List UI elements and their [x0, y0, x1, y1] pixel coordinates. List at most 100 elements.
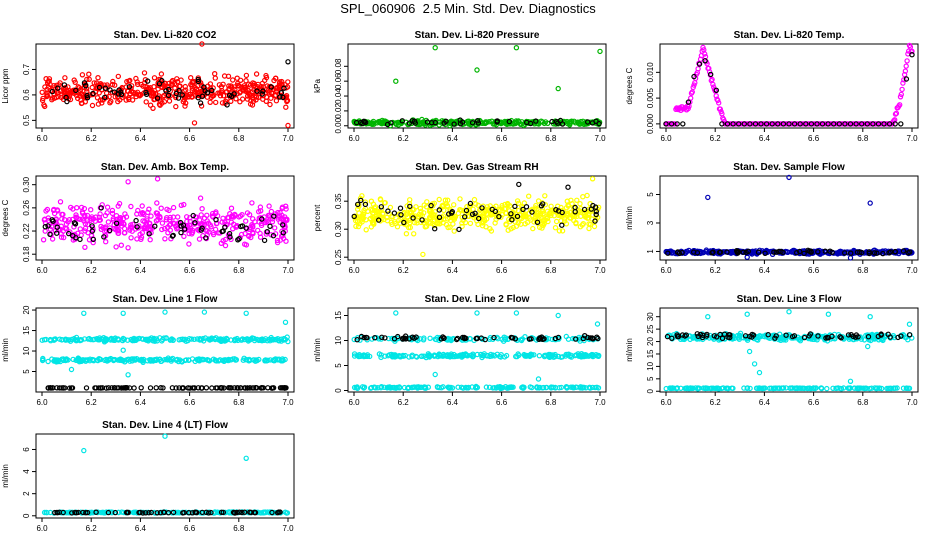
data-point — [129, 97, 136, 103]
data-point — [242, 85, 248, 91]
data-point — [81, 80, 88, 86]
data-point — [393, 310, 399, 316]
data-point — [193, 509, 199, 516]
data-point — [803, 121, 809, 127]
data-point — [152, 223, 158, 229]
y-axis-label: ml/min — [1, 338, 10, 362]
data-point — [763, 121, 770, 127]
data-point — [42, 228, 48, 234]
data-point — [78, 204, 85, 211]
data-point — [825, 121, 831, 127]
data-point — [120, 310, 126, 316]
data-point — [278, 89, 285, 96]
data-point — [209, 87, 215, 94]
data-point — [102, 224, 109, 230]
data-point — [378, 204, 385, 210]
data-point — [274, 237, 281, 244]
data-point — [160, 93, 166, 100]
data-point — [384, 385, 390, 391]
data-point — [450, 221, 456, 227]
data-point — [259, 91, 265, 97]
data-point — [741, 121, 748, 127]
data-point — [559, 209, 565, 216]
x-tick-label: 6.6 — [496, 398, 508, 407]
data-point — [595, 204, 602, 211]
data-point — [220, 92, 227, 99]
data-point — [856, 385, 863, 391]
data-point — [418, 120, 424, 127]
data-point — [199, 356, 206, 363]
data-point — [243, 242, 250, 248]
y-tick-label: 10 — [22, 346, 31, 355]
data-point — [695, 66, 701, 72]
data-point — [125, 179, 131, 185]
data-point — [428, 202, 434, 209]
data-point — [902, 68, 909, 74]
data-point — [457, 196, 463, 202]
data-point — [212, 75, 218, 81]
data-point — [531, 352, 537, 358]
data-point — [411, 118, 418, 124]
data-point — [878, 332, 884, 338]
data-point — [95, 75, 101, 81]
data-point — [793, 249, 800, 256]
data-point — [871, 250, 878, 256]
data-point — [725, 334, 731, 340]
data-point — [810, 336, 816, 343]
data-point — [165, 86, 172, 93]
data-point — [559, 121, 566, 127]
data-point — [431, 225, 438, 232]
data-point — [81, 310, 87, 316]
data-point — [90, 90, 96, 97]
series-group — [39, 309, 291, 391]
chart-title: Stan. Dev. Line 2 Flow — [425, 294, 530, 305]
data-point — [562, 353, 569, 359]
data-point — [106, 227, 113, 234]
data-point — [158, 358, 165, 364]
data-point — [866, 250, 872, 257]
data-point — [197, 100, 204, 106]
data-point — [232, 336, 238, 343]
data-point — [72, 79, 78, 86]
data-point — [836, 121, 842, 127]
data-point — [372, 204, 379, 210]
x-tick-label: 6.6 — [496, 266, 508, 275]
data-point — [724, 249, 730, 255]
data-point — [516, 181, 522, 188]
data-point — [700, 249, 707, 256]
data-point — [128, 203, 134, 210]
data-point — [451, 121, 457, 127]
data-point — [84, 92, 90, 99]
data-point — [469, 211, 476, 218]
data-point — [447, 352, 453, 359]
data-point — [165, 230, 171, 236]
data-point — [796, 248, 803, 255]
data-point — [432, 45, 438, 51]
data-point — [493, 203, 499, 209]
data-point — [577, 336, 584, 342]
data-point — [241, 509, 248, 515]
data-point — [158, 205, 164, 211]
data-point — [174, 226, 180, 232]
data-point — [200, 338, 207, 344]
data-point — [589, 120, 596, 126]
data-point — [567, 120, 573, 127]
data-point — [244, 210, 251, 216]
data-point — [737, 330, 744, 337]
data-point — [284, 334, 290, 340]
chart-title: Stan. Dev. Li-820 CO2 — [114, 30, 217, 41]
data-point — [154, 510, 160, 516]
data-point — [596, 352, 602, 359]
data-point — [379, 334, 385, 341]
data-point — [791, 333, 798, 339]
data-point — [814, 121, 820, 127]
data-point — [74, 337, 80, 343]
data-point — [355, 201, 361, 208]
data-point — [135, 92, 142, 98]
data-point — [586, 353, 592, 359]
data-point — [685, 99, 692, 105]
data-point — [73, 87, 79, 94]
x-tick-label: 6.8 — [233, 134, 245, 143]
data-point — [148, 509, 154, 516]
data-point — [853, 121, 859, 127]
